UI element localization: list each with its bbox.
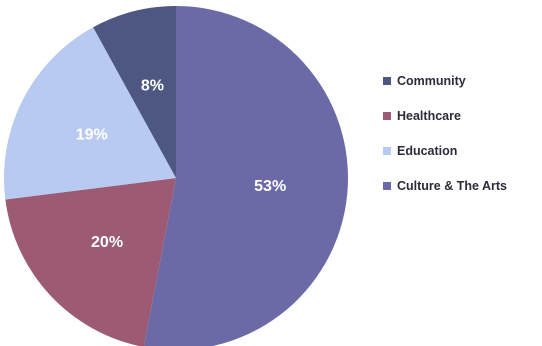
- legend-label-community: Community: [397, 73, 466, 88]
- slice-label-community: 8%: [141, 78, 164, 95]
- pie-slice-community: [93, 6, 176, 178]
- pie-slice-education: [3, 27, 176, 200]
- legend-label-education: Education: [397, 143, 458, 158]
- slice-label-healthcare: 20%: [91, 234, 123, 251]
- legend-swatch-culture-the-arts: [383, 181, 391, 190]
- pie-plot-area: 53% 20% 19% 8%: [3, 6, 349, 346]
- legend-item-community: Community: [383, 72, 507, 89]
- slice-label-education: 19%: [76, 126, 108, 143]
- legend-swatch-community: [383, 76, 391, 85]
- legend-swatch-education: [383, 146, 391, 155]
- legend-item-healthcare: Healthcare: [383, 107, 507, 124]
- pie-slice-healthcare: [5, 178, 176, 346]
- chart-legend: Community Healthcare Education Culture &…: [383, 72, 507, 212]
- slice-label-culture-the-arts: 53%: [254, 178, 286, 195]
- legend-label-healthcare: Healthcare: [397, 108, 461, 123]
- legend-label-culture-the-arts: Culture & The Arts: [397, 178, 507, 193]
- legend-item-education: Education: [383, 142, 507, 159]
- pie-slice-culture-the-arts: [143, 6, 349, 346]
- legend-item-culture-the-arts: Culture & The Arts: [383, 177, 507, 194]
- legend-swatch-healthcare: [383, 111, 391, 120]
